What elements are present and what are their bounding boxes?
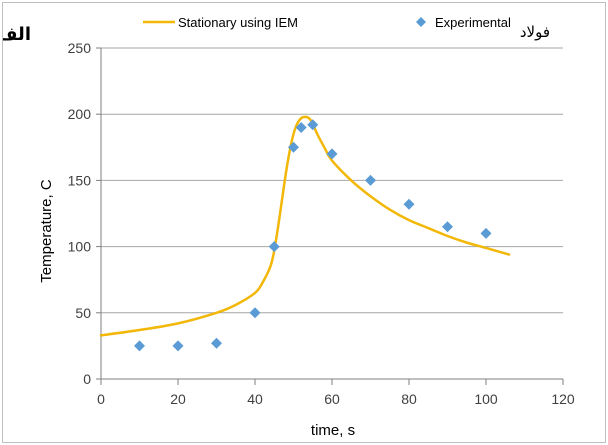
legend-marker-swatch [416, 17, 426, 27]
x-tick-label: 60 [324, 391, 340, 407]
data-point-experimental [442, 221, 453, 233]
y-tick-label: 250 [68, 40, 92, 56]
x-tick-label: 100 [474, 391, 498, 407]
legend-label-experimental: Experimental [435, 15, 511, 30]
x-tick-label: 40 [247, 391, 263, 407]
data-point-experimental [326, 148, 338, 160]
corner-label-left: الف [3, 24, 31, 45]
series-layer [99, 115, 511, 352]
x-tick-label: 80 [401, 391, 417, 407]
data-point-experimental [134, 340, 145, 352]
y-tick-label: 50 [75, 305, 91, 321]
data-point-experimental [172, 340, 184, 352]
gridlines [101, 47, 563, 314]
y-tick-label: 150 [68, 172, 92, 188]
data-point-experimental [249, 307, 261, 319]
legend-label-stationary: Stationary using IEM [178, 15, 298, 30]
data-point-experimental [268, 241, 280, 253]
axes: 0 50 100 150 200 250 0 20 40 60 80 100 120 [68, 40, 575, 407]
data-point-experimental [307, 119, 319, 131]
data-point-experimental [211, 337, 222, 349]
x-tick-label: 20 [170, 391, 186, 407]
data-point-experimental [295, 121, 307, 133]
data-point-experimental [480, 227, 492, 239]
legend: Stationary using IEM Experimental [143, 15, 511, 30]
y-axis-title: Temperature, C [38, 179, 55, 283]
y-tick-label: 100 [68, 239, 92, 255]
x-tick-label: 0 [97, 391, 105, 407]
data-point-experimental [403, 198, 415, 210]
corner-label-right: فولاد [520, 23, 550, 41]
data-point-experimental [288, 141, 299, 153]
y-tick-label: 0 [83, 371, 91, 387]
data-point-experimental [365, 174, 376, 186]
x-axis-title: time, s [311, 422, 355, 439]
y-tick-label: 200 [68, 106, 92, 122]
chart: 0 50 100 150 200 250 0 20 40 60 80 100 120 Stationar… [3, 15, 575, 439]
series-line-stationary [99, 115, 511, 337]
x-tick-label: 120 [551, 391, 575, 407]
